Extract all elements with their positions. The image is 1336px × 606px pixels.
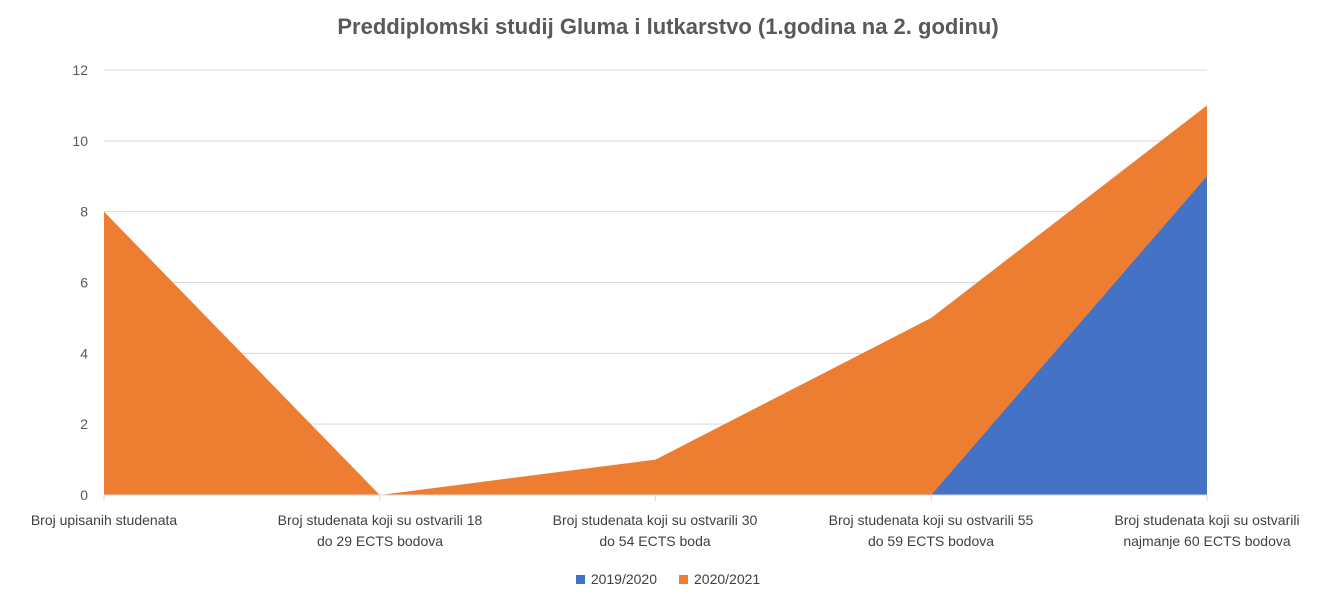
x-tick-labels: Broj upisanih studenata Broj studenata ko… <box>31 512 1300 549</box>
legend: 2019/2020 2020/2021 <box>0 571 1336 587</box>
area-2020-2021 <box>104 105 1207 496</box>
x-tick-label: Broj studenata koji su ostvarili 18 do 29… <box>278 512 483 549</box>
legend-item-2019-2020: 2019/2020 <box>575 571 657 587</box>
y-tick-label: 2 <box>80 416 88 432</box>
legend-item-2020-2021: 2020/2021 <box>679 571 760 587</box>
legend-swatch-2020-2021 <box>679 574 688 584</box>
y-tick-label: 6 <box>80 275 88 291</box>
legend-label-2019-2020: 2019/2020 <box>590 571 657 587</box>
y-tick-label: 8 <box>80 204 88 220</box>
chart-title: Preddiplomski studij Gluma i lutkarstvo … <box>337 14 999 39</box>
y-tick-label: 10 <box>72 133 88 149</box>
x-tick-label: Broj studenata koji su ostvarili 55 do 59… <box>829 512 1034 549</box>
legend-label-2020-2021: 2020/2021 <box>694 571 761 587</box>
area-series <box>104 105 1207 496</box>
y-tick-labels: 0 2 4 6 8 10 12 <box>72 62 88 503</box>
legend-swatch-2019-2020 <box>575 574 585 584</box>
area-2019-2020 <box>104 176 1207 495</box>
y-tick-label: 4 <box>80 345 88 361</box>
x-tick-label: Broj studenata koji su ostvarili najmanje… <box>1114 512 1299 549</box>
x-tick-label: Broj studenata koji su ostvarili 30 do 54… <box>553 512 758 549</box>
x-tick-label: Broj upisanih studenata <box>31 512 178 528</box>
axes <box>103 494 1208 501</box>
y-tick-label: 12 <box>72 62 88 78</box>
y-tick-label: 0 <box>80 487 88 503</box>
